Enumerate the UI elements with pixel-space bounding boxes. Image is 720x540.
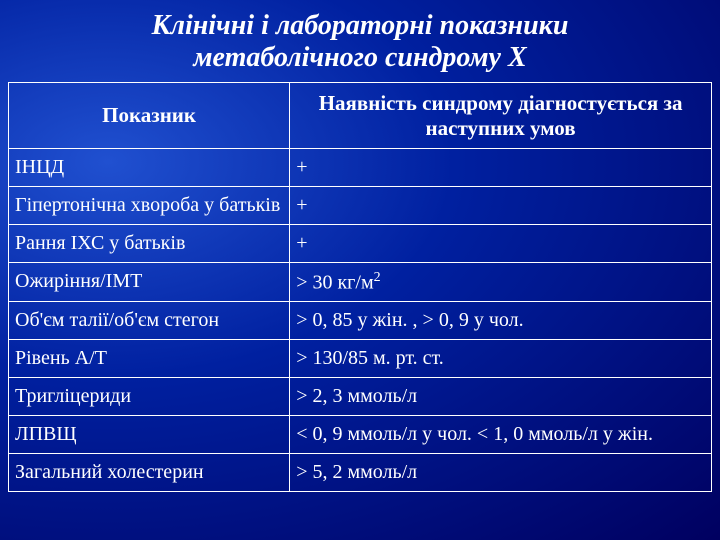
cell-condition: < 0, 9 ммоль/л у чол. < 1, 0 ммоль/л у ж… — [290, 416, 712, 454]
table-row: ЛПВЩ < 0, 9 ммоль/л у чол. < 1, 0 ммоль/… — [9, 416, 712, 454]
table-row: Загальний холестерин > 5, 2 ммоль/л — [9, 454, 712, 492]
cell-indicator: Об'єм талії/об'єм стегон — [9, 302, 290, 340]
table-row: Рання ІХС у батьків + — [9, 224, 712, 262]
cell-indicator: ЛПВЩ — [9, 416, 290, 454]
table-body: ІНЦД + Гіпертонічна хвороба у батьків + … — [9, 148, 712, 492]
table-row: Ожиріння/ІМТ > 30 кг/м2 — [9, 262, 712, 302]
cell-condition: > 5, 2 ммоль/л — [290, 454, 712, 492]
title-line-2: метаболічного синдрому Х — [193, 42, 526, 73]
cell-condition: + — [290, 186, 712, 224]
table-row: Тригліцериди > 2, 3 ммоль/л — [9, 378, 712, 416]
cell-indicator: Рівень А/Т — [9, 340, 290, 378]
indicators-table: Показник Наявність синдрому діагностуєть… — [8, 82, 712, 492]
cell-condition: > 30 кг/м2 — [290, 262, 712, 302]
cell-condition: + — [290, 224, 712, 262]
table-row: ІНЦД + — [9, 148, 712, 186]
cell-condition: > 0, 85 у жін. , > 0, 9 у чол. — [290, 302, 712, 340]
cell-condition: > 130/85 м. рт. ст. — [290, 340, 712, 378]
header-col-condition: Наявність синдрому діагностується за нас… — [290, 83, 712, 148]
table-row: Об'єм талії/об'єм стегон > 0, 85 у жін. … — [9, 302, 712, 340]
title-line-1: Клінічні і лабораторні показники — [152, 10, 569, 41]
table-header-row: Показник Наявність синдрому діагностуєть… — [9, 83, 712, 148]
cell-indicator: ІНЦД — [9, 148, 290, 186]
cell-condition: > 2, 3 ммоль/л — [290, 378, 712, 416]
header-col-indicator: Показник — [9, 83, 290, 148]
slide-title: Клінічні і лабораторні показники метабол… — [8, 10, 712, 74]
cell-indicator: Тригліцериди — [9, 378, 290, 416]
cell-indicator: Рання ІХС у батьків — [9, 224, 290, 262]
table-row: Рівень А/Т > 130/85 м. рт. ст. — [9, 340, 712, 378]
cell-condition: + — [290, 148, 712, 186]
cell-indicator: Ожиріння/ІМТ — [9, 262, 290, 302]
cell-indicator: Загальний холестерин — [9, 454, 290, 492]
cell-indicator: Гіпертонічна хвороба у батьків — [9, 186, 290, 224]
table-row: Гіпертонічна хвороба у батьків + — [9, 186, 712, 224]
